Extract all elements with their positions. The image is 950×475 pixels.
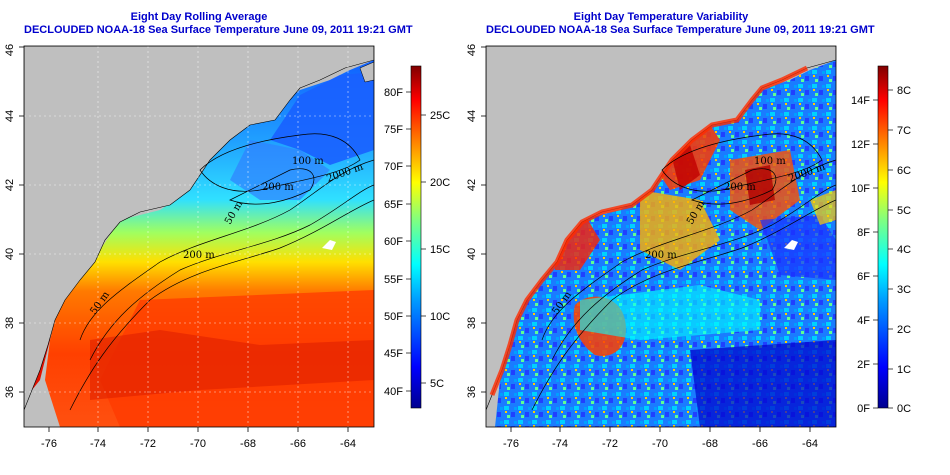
right-contour-label-4: 200 m [724, 182, 756, 193]
right-colorbar-f-label: 10F [851, 183, 870, 195]
right-colorbar-c-label: 3C [897, 284, 911, 296]
right-y-tick: 38 [466, 317, 478, 329]
right-colorbar-f-label: 6F [857, 271, 870, 283]
right-colorbar-c-label: 4C [897, 244, 911, 256]
right-y-axis: 36 38 40 42 44 46 [466, 44, 486, 398]
left-y-tick: 40 [4, 248, 16, 260]
right-x-tick: -64 [802, 438, 818, 450]
right-colorbar-f-label: 8F [857, 227, 870, 239]
right-contour-label-3: 100 m [754, 156, 786, 167]
right-colorbar-c-label: 7C [897, 125, 911, 137]
left-contour-label-4: 200 m [262, 182, 294, 193]
right-colorbar-f-label: 2F [857, 359, 870, 371]
right-map: 50 m 200 m 100 m 200 m 2000 m 50 m [486, 46, 836, 427]
left-colorbar-f-label: 70F [384, 161, 403, 173]
left-colorbar-c-label: 20C [430, 177, 450, 189]
right-colorbar-c-label: 0C [897, 403, 911, 415]
left-x-tick: -70 [190, 438, 206, 450]
left-colorbar-c-label: 5C [430, 378, 444, 390]
right-colorbar-c-label: 6C [897, 165, 911, 177]
right-y-tick: 40 [466, 248, 478, 260]
left-y-axis: 36 38 40 42 44 46 [4, 44, 24, 398]
left-y-tick: 44 [4, 110, 16, 122]
right-bathymetry-contours [531, 133, 836, 411]
right-title-line2: DECLOUDED NOAA-18 Sea Surface Temperatur… [486, 24, 875, 36]
right-x-tick: -72 [602, 438, 618, 450]
left-colorbar-c-label: 25C [430, 110, 450, 122]
left-x-axis: -76 -74 -72 -70 -68 -66 -64 [41, 427, 356, 450]
left-colorbar: 40F 45F 50F 55F 60F 65F 70F 75F 80F 5C 1… [384, 65, 450, 409]
right-y-tick: 42 [466, 179, 478, 191]
right-y-tick: 36 [466, 386, 478, 398]
left-map: 50 m 200 m 100 m 200 m 2000 m 50 m [24, 46, 374, 427]
right-colorbar-f-label: 12F [851, 139, 870, 151]
right-colorbar-c-label: 1C [897, 364, 911, 376]
right-title-line1: Eight Day Temperature Variability [573, 11, 749, 23]
left-colorbar-f-label: 45F [384, 348, 403, 360]
right-x-tick: -70 [652, 438, 668, 450]
left-contour-label-3: 100 m [292, 156, 324, 167]
left-y-tick: 42 [4, 179, 16, 191]
right-contour-label-2: 200 m [645, 250, 677, 261]
right-x-tick: -68 [702, 438, 718, 450]
left-y-tick: 36 [4, 386, 16, 398]
right-x-tick: -66 [752, 438, 768, 450]
left-grid [24, 46, 374, 427]
left-y-tick: 38 [4, 317, 16, 329]
left-contour-label-2: 200 m [183, 250, 215, 261]
right-y-tick: 44 [466, 110, 478, 122]
left-colorbar-f-label: 55F [384, 274, 403, 286]
left-y-tick: 46 [4, 44, 16, 56]
left-x-tick: -74 [90, 438, 106, 450]
left-colorbar-f-label: 65F [384, 199, 403, 211]
right-colorbar-c-label: 2C [897, 324, 911, 336]
left-colorbar-f-label: 40F [384, 386, 403, 398]
left-colorbar-f-label: 75F [384, 124, 403, 136]
left-x-tick: -76 [41, 438, 57, 450]
right-colorbar-f-label: 14F [851, 95, 870, 107]
left-x-tick: -66 [290, 438, 306, 450]
left-colorbar-f-label: 50F [384, 311, 403, 323]
left-title-line2: DECLOUDED NOAA-18 Sea Surface Temperatur… [24, 24, 413, 36]
left-x-tick: -68 [240, 438, 256, 450]
left-x-tick: -72 [140, 438, 156, 450]
left-coastline [24, 46, 374, 411]
right-colorbar-f-label: 4F [857, 315, 870, 327]
right-colorbar-c-label: 8C [897, 85, 911, 97]
left-title-line1: Eight Day Rolling Average [130, 11, 268, 23]
left-colorbar-f-label: 80F [384, 87, 403, 99]
right-colorbar-f-label: 0F [857, 403, 870, 415]
right-x-axis: -76 -74 -72 -70 -68 -66 -64 [503, 427, 818, 450]
left-x-tick: -64 [340, 438, 356, 450]
left-colorbar-f-label: 60F [384, 236, 403, 248]
right-y-tick: 46 [466, 44, 478, 56]
left-colorbar-c-label: 10C [430, 311, 450, 323]
right-x-tick: -74 [552, 438, 568, 450]
left-map-frame [23, 45, 375, 428]
right-x-tick: -76 [503, 438, 519, 450]
right-colorbar-c-label: 5C [897, 205, 911, 217]
left-colorbar-c-label: 15C [430, 244, 450, 256]
right-colorbar: 0F 2F 4F 6F 8F 10F 12F 14F 0C 1C 2C 3C 4… [851, 65, 911, 415]
right-map-frame [485, 45, 837, 428]
